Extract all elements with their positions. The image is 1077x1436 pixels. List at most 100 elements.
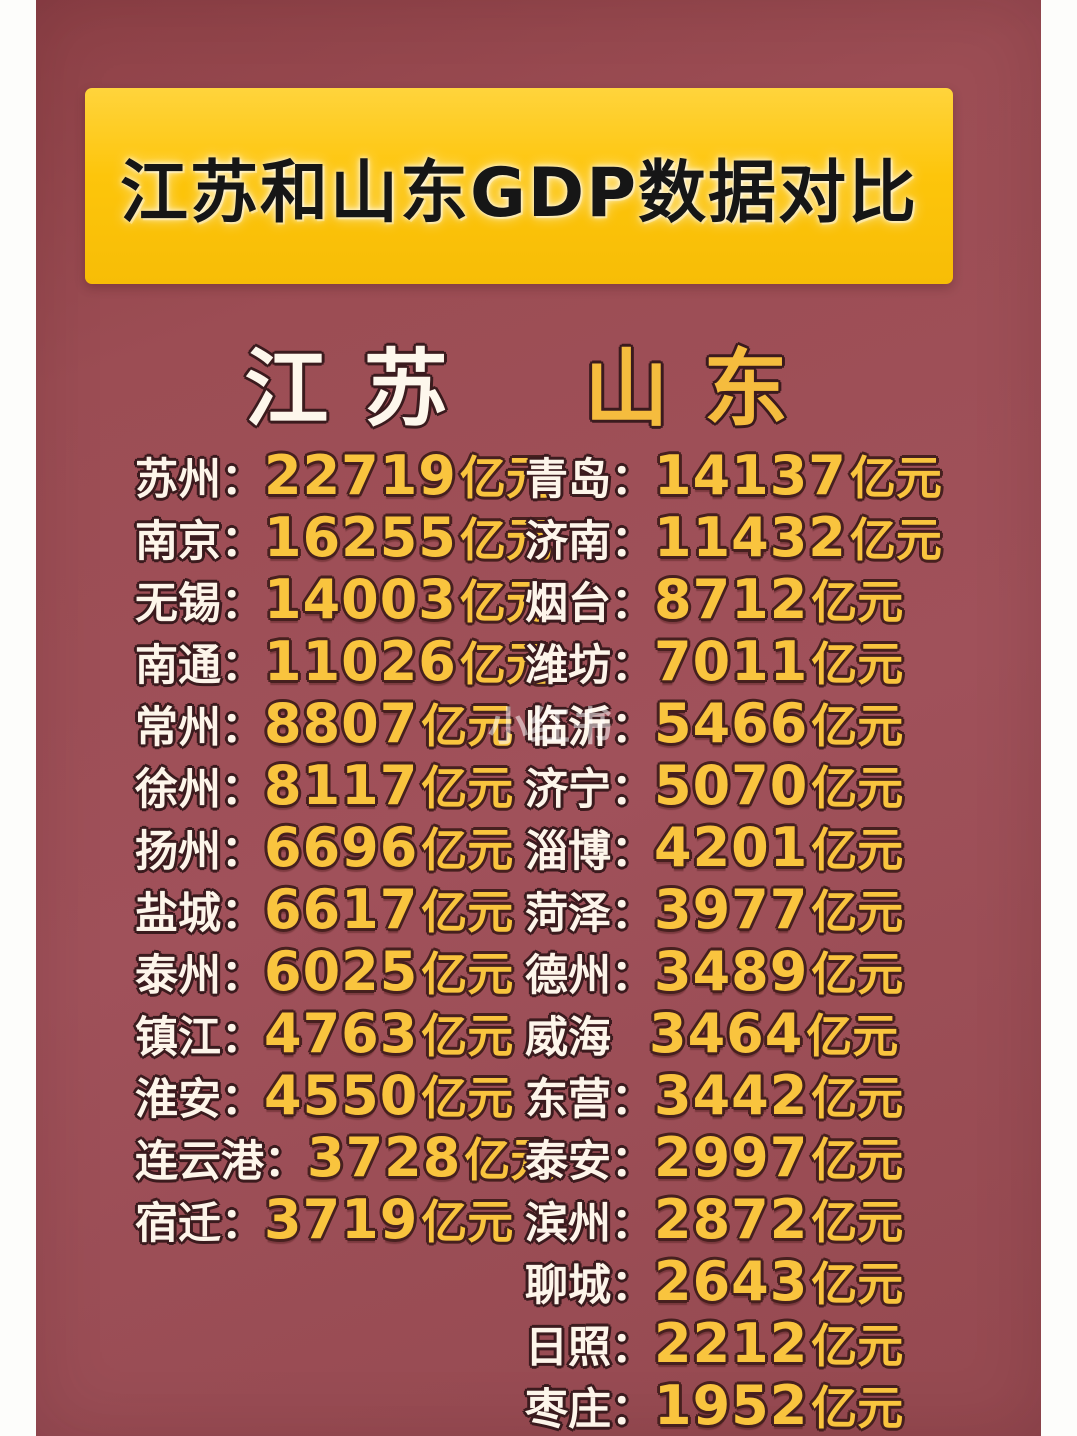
gdp-row: 镇江： 4763 亿元	[135, 1000, 556, 1065]
separator: ：	[221, 703, 264, 753]
gdp-row: 烟台： 8712 亿元	[525, 566, 942, 631]
gdp-row: 日照： 2212 亿元	[525, 1310, 942, 1375]
gdp-row: 南京： 16255 亿元	[135, 504, 556, 569]
separator: ：	[611, 951, 654, 1001]
separator: ：	[611, 579, 654, 629]
unit-label: 亿元	[421, 1195, 514, 1249]
city-name: 烟台	[525, 579, 611, 629]
gdp-value: 16255	[264, 506, 457, 569]
gdp-value: 6617	[264, 878, 419, 941]
gdp-row: 枣庄： 1952 亿元	[525, 1372, 942, 1436]
city-name: 宿迁	[135, 1199, 221, 1249]
city-name: 泰州	[135, 951, 221, 1001]
separator: ：	[221, 827, 264, 877]
unit-label: 亿元	[806, 1009, 899, 1063]
separator: ：	[611, 1075, 654, 1125]
city-name: 南通	[135, 641, 221, 691]
gdp-value: 4763	[264, 1002, 419, 1065]
unit-label: 亿元	[459, 513, 552, 567]
gdp-row: 宿迁： 3719 亿元	[135, 1186, 556, 1251]
jiangsu-column: 苏州： 22719 亿元 南京： 16255 亿元 无锡： 14003 亿元 南通： 11026 亿元…	[135, 442, 557, 1251]
unit-label: 亿元	[811, 1195, 904, 1249]
city-name: 镇江	[135, 1013, 221, 1063]
unit-label: 亿元	[421, 761, 514, 815]
gdp-row: 徐州： 8117 亿元	[135, 752, 556, 817]
column-header-shandong: 山东	[584, 340, 823, 438]
unit-label: 亿元	[811, 1133, 904, 1187]
gdp-row: 滨州： 2872 亿元	[525, 1186, 942, 1251]
city-name: 泰安	[525, 1137, 611, 1187]
gdp-value: 5070	[654, 754, 809, 817]
gdp-row: 扬州： 6696 亿元	[135, 814, 556, 879]
unit-label: 亿元	[421, 699, 514, 753]
gdp-value: 14137	[654, 444, 847, 507]
separator: ：	[221, 765, 264, 815]
gdp-value: 8117	[264, 754, 419, 817]
gdp-row: 潍坊： 7011 亿元	[525, 628, 942, 693]
gdp-value: 3489	[654, 940, 809, 1003]
unit-label: 亿元	[811, 947, 904, 1001]
gdp-value: 2212	[654, 1312, 809, 1375]
gdp-value: 8807	[264, 692, 419, 755]
gdp-value: 4201	[654, 816, 809, 879]
separator: ：	[611, 765, 654, 815]
separator: ：	[221, 455, 264, 505]
unit-label: 亿元	[811, 637, 904, 691]
gdp-row: 青岛： 14137 亿元	[525, 442, 942, 507]
gdp-row: 盐城： 6617 亿元	[135, 876, 556, 941]
unit-label: 亿元	[811, 575, 904, 629]
unit-label: 亿元	[811, 885, 904, 939]
separator: ：	[221, 951, 264, 1001]
separator: ：	[221, 579, 264, 629]
unit-label: 亿元	[421, 947, 514, 1001]
separator: ：	[611, 889, 654, 939]
unit-label: 亿元	[811, 823, 904, 877]
separator: ：	[611, 641, 654, 691]
unit-label: 亿元	[811, 1381, 904, 1435]
separator: ：	[611, 827, 654, 877]
separator: ：	[611, 1323, 654, 1373]
unit-label: 亿元	[811, 1257, 904, 1311]
gdp-value: 4550	[264, 1064, 419, 1127]
unit-label: 亿元	[421, 885, 514, 939]
shandong-column: 青岛： 14137 亿元 济南： 11432 亿元 烟台： 8712 亿元 潍坊： 7011 亿元 临沂…	[525, 442, 942, 1436]
separator: ：	[264, 1137, 307, 1187]
gdp-value: 6025	[264, 940, 419, 1003]
separator: ：	[221, 1075, 264, 1125]
city-name: 青岛	[525, 455, 611, 505]
unit-label: 亿元	[459, 637, 552, 691]
unit-label: 亿元	[811, 1319, 904, 1373]
gdp-value: 6696	[264, 816, 419, 879]
city-name: 无锡	[135, 579, 221, 629]
page-title: 江苏和山东GDP数据对比	[119, 153, 919, 233]
gdp-row: 济南： 11432 亿元	[525, 504, 942, 569]
separator: ：	[221, 1013, 264, 1063]
unit-label: 亿元	[421, 1071, 514, 1125]
gdp-row: 济宁： 5070 亿元	[525, 752, 942, 817]
gdp-value: 14003	[264, 568, 457, 631]
unit-label: 亿元	[464, 1133, 557, 1187]
gdp-row: 菏泽： 3977 亿元	[525, 876, 942, 941]
city-name: 潍坊	[525, 641, 611, 691]
gdp-value: 3728	[307, 1126, 462, 1189]
column-header-jiangsu: 江苏	[244, 340, 483, 438]
separator: ：	[611, 1385, 654, 1435]
xiaohongshu-watermark: 小红书	[488, 704, 614, 750]
separator: ：	[611, 1261, 654, 1311]
gdp-row: 淄博： 4201 亿元	[525, 814, 942, 879]
unit-label: 亿元	[459, 575, 552, 629]
unit-label: 亿元	[811, 699, 904, 753]
separator: ：	[611, 1137, 654, 1187]
gdp-value: 3442	[654, 1064, 809, 1127]
city-name: 临沂	[525, 703, 611, 753]
gdp-value: 3464	[649, 1002, 804, 1065]
city-name: 聊城	[525, 1261, 611, 1311]
gdp-value: 3719	[264, 1188, 419, 1251]
unit-label: 亿元	[421, 1009, 514, 1063]
city-name: 淄博	[525, 827, 611, 877]
city-name: 德州	[525, 951, 611, 1001]
separator: ：	[611, 455, 654, 505]
unit-label: 亿元	[459, 451, 552, 505]
city-name: 连云港	[135, 1137, 264, 1187]
